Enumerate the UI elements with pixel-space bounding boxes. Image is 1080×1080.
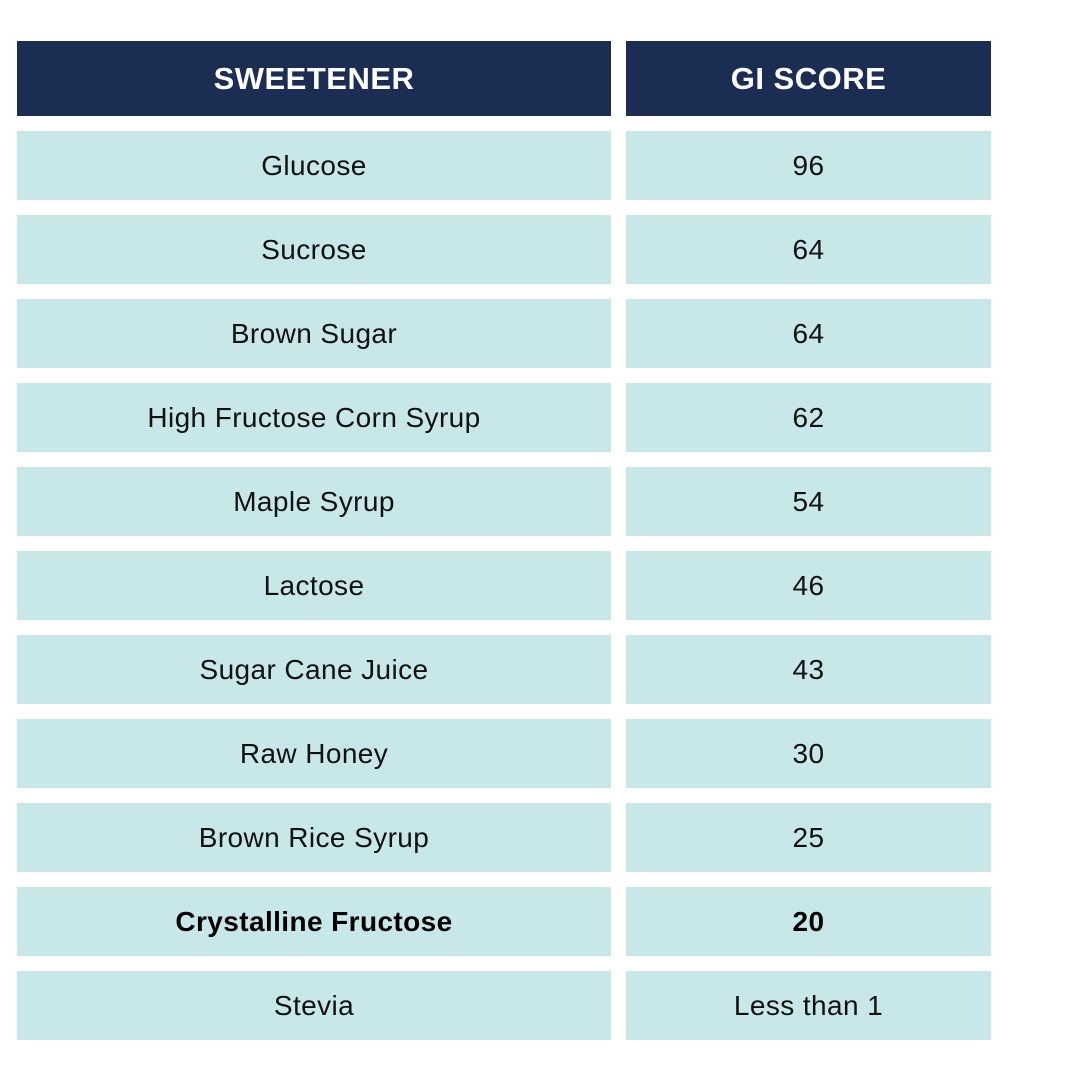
table-row: Maple Syrup 54 [17,467,991,536]
table-row: Brown Rice Syrup 25 [17,803,991,872]
sweetener-cell: Lactose [17,551,611,620]
gi-score-cell: 25 [626,803,991,872]
sweetener-cell: Sucrose [17,215,611,284]
gi-score-table: SWEETENER GI SCORE Glucose 96 Sucrose 64 Bro… [17,41,991,1055]
gi-score-cell: 64 [626,299,991,368]
sweetener-cell: Maple Syrup [17,467,611,536]
table-row: Sugar Cane Juice 43 [17,635,991,704]
header-sweetener: SWEETENER [17,41,611,116]
sweetener-cell: Brown Sugar [17,299,611,368]
table-body: Glucose 96 Sucrose 64 Brown Sugar 64 High Fruc… [17,131,991,1040]
gi-score-cell: 46 [626,551,991,620]
sweetener-cell: High Fructose Corn Syrup [17,383,611,452]
sweetener-cell: Crystalline Fructose [17,887,611,956]
gi-score-cell: 62 [626,383,991,452]
gi-score-cell: 64 [626,215,991,284]
table-row: High Fructose Corn Syrup 62 [17,383,991,452]
sweetener-cell: Glucose [17,131,611,200]
table-row: Glucose 96 [17,131,991,200]
gi-score-cell: Less than 1 [626,971,991,1040]
sweetener-cell: Brown Rice Syrup [17,803,611,872]
table-row: Sucrose 64 [17,215,991,284]
gi-score-cell: 96 [626,131,991,200]
sweetener-cell: Stevia [17,971,611,1040]
table-row: Lactose 46 [17,551,991,620]
header-gi-score: GI SCORE [626,41,991,116]
gi-score-cell: 54 [626,467,991,536]
table-row: Crystalline Fructose 20 [17,887,991,956]
table-row: Stevia Less than 1 [17,971,991,1040]
gi-score-cell: 43 [626,635,991,704]
gi-score-cell: 30 [626,719,991,788]
gi-score-cell: 20 [626,887,991,956]
sweetener-cell: Sugar Cane Juice [17,635,611,704]
sweetener-cell: Raw Honey [17,719,611,788]
table-header-row: SWEETENER GI SCORE [17,41,991,116]
table-row: Brown Sugar 64 [17,299,991,368]
table-row: Raw Honey 30 [17,719,991,788]
